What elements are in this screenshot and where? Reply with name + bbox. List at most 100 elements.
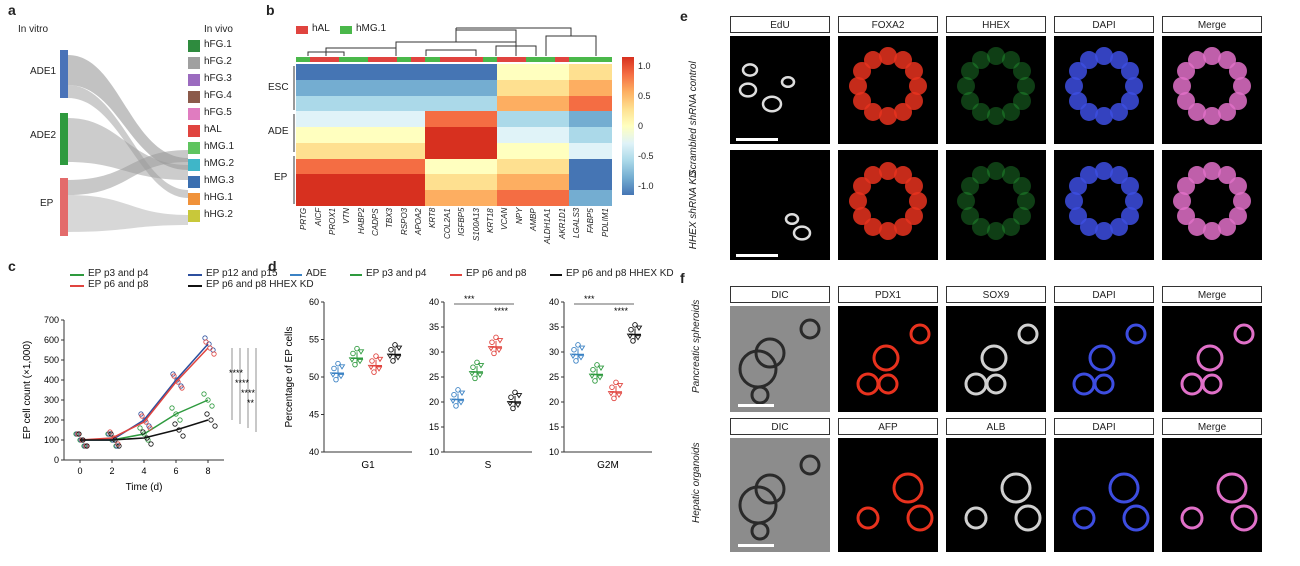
- nucleus: [780, 75, 796, 89]
- heatmap-cell: [339, 64, 354, 81]
- heatmap-cell: [554, 111, 570, 128]
- legend-label: hFG.5: [204, 107, 232, 118]
- nucleus: [853, 62, 872, 80]
- panel-e-label: e: [680, 8, 688, 24]
- data-point: [144, 435, 150, 441]
- data-point: [508, 394, 514, 400]
- gene-label: S100A13: [471, 208, 481, 241]
- y-tick-label: 200: [44, 415, 59, 425]
- heatmap-cell: [554, 174, 570, 191]
- heatmap-cell: [597, 190, 613, 207]
- heatmap-cell: [497, 174, 512, 191]
- heatmap-cell: [540, 64, 556, 81]
- heatmap-cell: [425, 64, 441, 81]
- data-point: [376, 356, 384, 363]
- data-point: [489, 339, 495, 345]
- nucleus: [853, 92, 872, 110]
- heatmap-cell: [339, 174, 354, 191]
- nucleus: [1095, 47, 1113, 65]
- header-foxa2: FOXA2: [838, 16, 938, 33]
- spheroid-outline: [872, 344, 900, 372]
- heatmap-cell: [568, 127, 584, 144]
- data-point: [632, 322, 638, 328]
- y-tick-label: 700: [44, 315, 59, 325]
- merge-image: [1162, 36, 1262, 144]
- nucleus: [1188, 102, 1206, 121]
- heatmap-cell: [353, 142, 369, 160]
- heatmap-cell: [497, 95, 512, 112]
- data-point: [458, 390, 466, 396]
- spheroid-outline: [1088, 344, 1116, 372]
- nucleus: [864, 51, 882, 70]
- data-point: [596, 375, 604, 381]
- data-point: [177, 417, 183, 423]
- heatmap-cell: [396, 174, 412, 191]
- colorbar-tick: 0.5: [638, 91, 651, 101]
- legend-label: hMG.2: [204, 158, 235, 169]
- legend-label: EP p3 and p4: [88, 268, 149, 279]
- legend-swatch: [188, 57, 200, 69]
- row-group-esc: ESC: [268, 82, 289, 93]
- header-dic: DIC: [730, 286, 830, 303]
- heatmap-cell: [425, 111, 441, 128]
- heatmap-cell: [339, 95, 354, 112]
- growth-curve-chart: 0 100 200 300 400 500 600 700 0 2 4 6 8 Time (d) EP ce…: [22, 315, 257, 493]
- nucleus: [1002, 166, 1020, 185]
- heatmap-cell: [410, 190, 426, 207]
- merge-image: [1162, 438, 1262, 552]
- data-point: [457, 400, 465, 406]
- dapi-image: [1054, 36, 1154, 144]
- cell-outline: [754, 473, 786, 505]
- gene-label: COL2A1: [442, 208, 452, 239]
- nucleus: [1218, 166, 1236, 185]
- header-dapi: DAPI: [1054, 286, 1154, 303]
- data-point: [590, 366, 596, 373]
- spheroid-outline: [1180, 372, 1204, 396]
- significance-stars: **: [247, 398, 255, 408]
- heatmap-cell: [511, 127, 527, 144]
- spheroid-outline: [980, 344, 1008, 372]
- heatmap-cell: [468, 111, 484, 128]
- sankey-flow: [68, 85, 188, 198]
- heatmap-cell: [482, 174, 498, 191]
- y-tick-label: 300: [44, 395, 59, 405]
- heatmap-cell: [396, 142, 412, 160]
- heatmap-cell: [454, 111, 469, 128]
- merge-image: [1162, 150, 1262, 260]
- spheroid-outline: [1201, 373, 1223, 395]
- heatmap-cell: [454, 190, 469, 207]
- gene-label: PDLIM1: [600, 208, 610, 237]
- heatmap-cell: [454, 79, 469, 97]
- header-dapi: DAPI: [1054, 418, 1154, 435]
- data-point: [352, 361, 358, 368]
- data-point: [172, 421, 178, 427]
- heatmap-cell: [382, 64, 398, 81]
- heatmap-cell: [454, 64, 469, 81]
- heatmap-cell: [382, 95, 398, 112]
- nucleus: [987, 107, 1005, 125]
- hhex-image: [946, 150, 1046, 260]
- nucleus: [879, 222, 897, 240]
- heatmap-cell: [296, 127, 311, 144]
- heatmap-cell: [353, 111, 369, 128]
- nucleus: [1012, 207, 1031, 225]
- data-point: [577, 355, 585, 361]
- y-tick-label: 600: [44, 335, 59, 345]
- gene-label: KRT8: [428, 208, 438, 229]
- legend-label: hMG.1: [204, 141, 235, 152]
- nucleus: [1110, 102, 1128, 121]
- nucleus: [1069, 177, 1088, 195]
- foxa2-image: [838, 150, 938, 260]
- data-point: [626, 333, 634, 339]
- data-point: [472, 375, 478, 382]
- data-point: [510, 405, 516, 412]
- heatmap-cell: [353, 174, 369, 191]
- x-tick-label: 8: [205, 466, 210, 476]
- heatmap-cell: [568, 64, 584, 81]
- spheroid-outline: [1196, 344, 1224, 372]
- nucleus: [879, 47, 897, 65]
- heatmap-cell: [296, 111, 311, 128]
- heatmap-cell: [296, 142, 311, 160]
- data-point: [350, 350, 356, 357]
- left-node-label: ADE2: [30, 130, 57, 141]
